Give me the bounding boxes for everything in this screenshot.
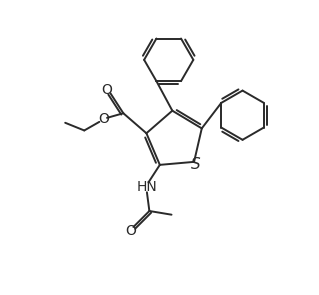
Text: O: O: [125, 224, 136, 238]
Text: O: O: [98, 112, 109, 126]
Text: S: S: [191, 158, 200, 173]
Text: O: O: [101, 83, 112, 96]
Text: HN: HN: [137, 180, 157, 194]
